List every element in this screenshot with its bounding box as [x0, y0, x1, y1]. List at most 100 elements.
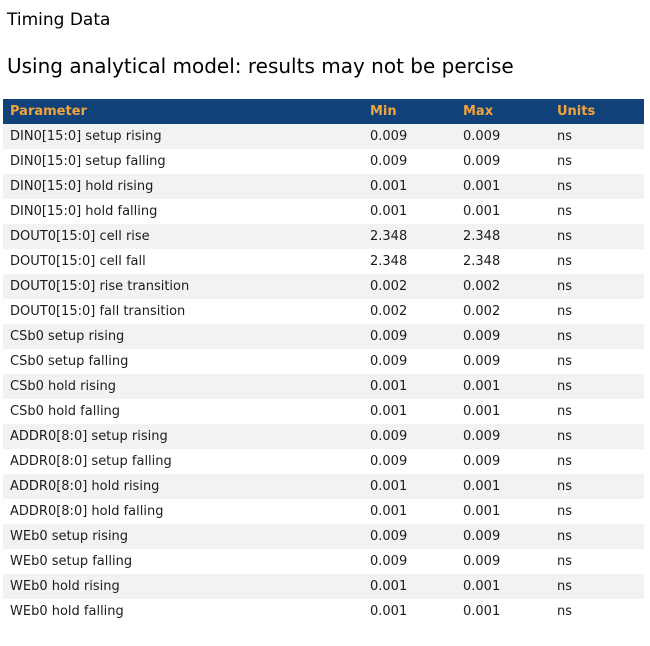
units-cell: ns: [557, 329, 573, 344]
min-cell: 0.009: [370, 129, 408, 144]
table-body: DIN0[15:0] setup rising 0.009 0.009 ns DIN0[…: [3, 124, 644, 624]
parameter-cell: ADDR0[8:0] hold rising: [10, 479, 160, 494]
units-cell: ns: [557, 279, 573, 294]
table-row: DOUT0[15:0] fall transition 0.002 0.002 ns: [3, 299, 644, 324]
units-cell: ns: [557, 479, 573, 494]
min-cell: 0.001: [370, 179, 408, 194]
parameter-cell: DOUT0[15:0] cell fall: [10, 254, 146, 269]
max-cell: 0.009: [463, 554, 501, 569]
table-row: DIN0[15:0] setup falling 0.009 0.009 ns: [3, 149, 644, 174]
units-cell: ns: [557, 179, 573, 194]
max-cell: 0.009: [463, 129, 501, 144]
min-cell: 0.009: [370, 154, 408, 169]
max-cell: 2.348: [463, 254, 501, 269]
max-cell: 0.001: [463, 604, 501, 619]
timing-report-page: Timing Data Using analytical model: resu…: [0, 10, 650, 624]
table-row: ADDR0[8:0] setup rising 0.009 0.009 ns: [3, 424, 644, 449]
min-cell: 0.001: [370, 379, 408, 394]
table-row: WEb0 setup rising 0.009 0.009 ns: [3, 524, 644, 549]
max-cell: 2.348: [463, 229, 501, 244]
parameter-cell: CSb0 hold falling: [10, 404, 121, 419]
max-cell: 0.001: [463, 204, 501, 219]
min-cell: 0.001: [370, 579, 408, 594]
units-cell: ns: [557, 454, 573, 469]
max-cell: 0.001: [463, 404, 501, 419]
min-cell: 0.001: [370, 479, 408, 494]
max-cell: 0.009: [463, 354, 501, 369]
table-row: WEb0 setup falling 0.009 0.009 ns: [3, 549, 644, 574]
max-cell: 0.002: [463, 304, 501, 319]
column-header-units: Units: [550, 99, 644, 124]
table-header-row: Parameter Min Max Units: [3, 99, 644, 124]
units-cell: ns: [557, 204, 573, 219]
page-title: Timing Data: [7, 10, 111, 30]
min-cell: 2.348: [370, 254, 408, 269]
table-row: CSb0 setup falling 0.009 0.009 ns: [3, 349, 644, 374]
parameter-cell: ADDR0[8:0] hold falling: [10, 504, 164, 519]
min-cell: 0.009: [370, 454, 408, 469]
min-cell: 0.002: [370, 279, 408, 294]
table-row: DIN0[15:0] setup rising 0.009 0.009 ns: [3, 124, 644, 149]
table-row: WEb0 hold falling 0.001 0.001 ns: [3, 599, 644, 624]
units-cell: ns: [557, 429, 573, 444]
units-cell: ns: [557, 579, 573, 594]
min-cell: 0.009: [370, 429, 408, 444]
parameter-cell: DOUT0[15:0] fall transition: [10, 304, 186, 319]
table-row: DOUT0[15:0] cell rise 2.348 2.348 ns: [3, 224, 644, 249]
parameter-cell: DOUT0[15:0] rise transition: [10, 279, 190, 294]
page-subtitle: Using analytical model: results may not …: [7, 54, 514, 78]
max-cell: 0.001: [463, 504, 501, 519]
units-cell: ns: [557, 529, 573, 544]
max-cell: 0.009: [463, 529, 501, 544]
table-row: DIN0[15:0] hold falling 0.001 0.001 ns: [3, 199, 644, 224]
parameter-cell: DIN0[15:0] hold rising: [10, 179, 154, 194]
units-cell: ns: [557, 379, 573, 394]
max-cell: 0.009: [463, 154, 501, 169]
min-cell: 0.001: [370, 504, 408, 519]
units-cell: ns: [557, 504, 573, 519]
units-cell: ns: [557, 129, 573, 144]
units-cell: ns: [557, 154, 573, 169]
min-cell: 0.001: [370, 604, 408, 619]
max-cell: 0.001: [463, 579, 501, 594]
units-cell: ns: [557, 404, 573, 419]
units-cell: ns: [557, 354, 573, 369]
table-row: ADDR0[8:0] hold rising 0.001 0.001 ns: [3, 474, 644, 499]
table-row: WEb0 hold rising 0.001 0.001 ns: [3, 574, 644, 599]
parameter-cell: ADDR0[8:0] setup rising: [10, 429, 168, 444]
parameter-cell: WEb0 hold falling: [10, 604, 124, 619]
parameter-cell: CSb0 setup falling: [10, 354, 129, 369]
max-cell: 0.002: [463, 279, 501, 294]
parameter-cell: DIN0[15:0] setup rising: [10, 129, 162, 144]
parameter-cell: ADDR0[8:0] setup falling: [10, 454, 172, 469]
min-cell: 0.009: [370, 354, 408, 369]
max-cell: 0.001: [463, 179, 501, 194]
units-cell: ns: [557, 229, 573, 244]
min-cell: 0.001: [370, 404, 408, 419]
timing-data-table: Parameter Min Max Units DIN0[15:0] setup…: [3, 99, 644, 624]
parameter-cell: DIN0[15:0] setup falling: [10, 154, 166, 169]
parameter-cell: DIN0[15:0] hold falling: [10, 204, 158, 219]
parameter-cell: WEb0 setup falling: [10, 554, 133, 569]
table-row: DIN0[15:0] hold rising 0.001 0.001 ns: [3, 174, 644, 199]
table-row: DOUT0[15:0] rise transition 0.002 0.002 ns: [3, 274, 644, 299]
parameter-cell: DOUT0[15:0] cell rise: [10, 229, 150, 244]
column-header-min: Min: [363, 99, 456, 124]
units-cell: ns: [557, 554, 573, 569]
max-cell: 0.009: [463, 429, 501, 444]
max-cell: 0.009: [463, 329, 501, 344]
max-cell: 0.001: [463, 479, 501, 494]
table-row: CSb0 hold rising 0.001 0.001 ns: [3, 374, 644, 399]
min-cell: 0.002: [370, 304, 408, 319]
max-cell: 0.009: [463, 454, 501, 469]
units-cell: ns: [557, 604, 573, 619]
table-row: DOUT0[15:0] cell fall 2.348 2.348 ns: [3, 249, 644, 274]
column-header-max: Max: [456, 99, 550, 124]
min-cell: 0.001: [370, 204, 408, 219]
parameter-cell: CSb0 hold rising: [10, 379, 117, 394]
units-cell: ns: [557, 304, 573, 319]
min-cell: 0.009: [370, 329, 408, 344]
parameter-cell: WEb0 hold rising: [10, 579, 120, 594]
max-cell: 0.001: [463, 379, 501, 394]
parameter-cell: WEb0 setup rising: [10, 529, 129, 544]
